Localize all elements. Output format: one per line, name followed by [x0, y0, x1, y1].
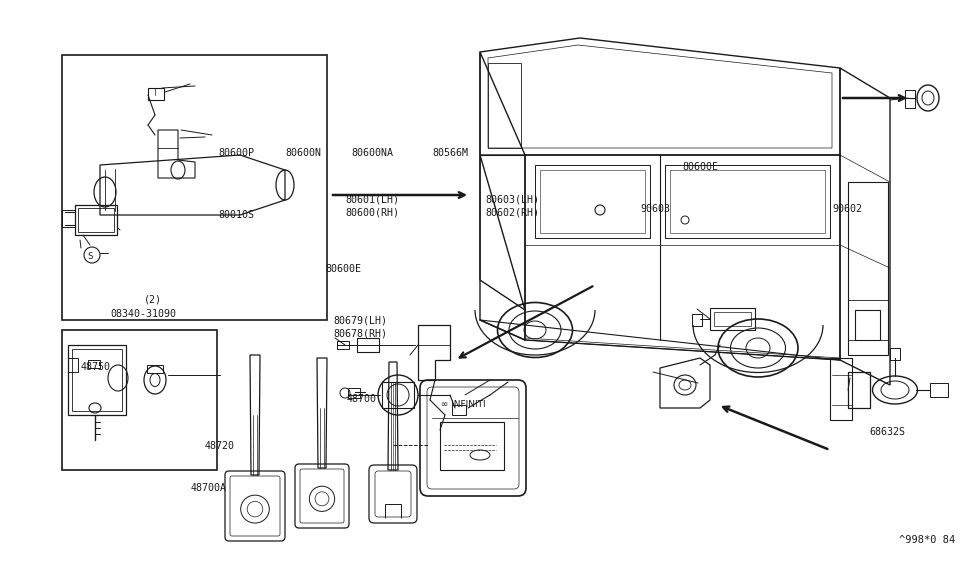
Bar	[68, 358, 78, 372]
Text: 80566M: 80566M	[432, 148, 468, 158]
Bar	[62, 330, 217, 470]
Text: 80600NA: 80600NA	[351, 148, 393, 158]
Text: 80678(RH): 80678(RH)	[333, 329, 387, 339]
Bar	[452, 405, 466, 415]
Text: (2): (2)	[144, 295, 162, 305]
Bar	[348, 388, 360, 398]
Text: 80600N: 80600N	[286, 148, 322, 158]
Text: 80602(RH): 80602(RH)	[486, 208, 539, 218]
Text: 48720: 48720	[205, 441, 235, 451]
Bar	[75, 205, 117, 235]
Bar	[72, 349, 122, 411]
Bar	[905, 90, 915, 108]
Text: 80603(LH): 80603(LH)	[486, 195, 539, 205]
Bar	[714, 312, 751, 326]
Text: 80679(LH): 80679(LH)	[333, 316, 387, 326]
Text: 80600E: 80600E	[682, 162, 719, 172]
Bar	[148, 88, 164, 100]
Bar	[890, 348, 900, 360]
Bar	[357, 338, 379, 352]
Bar	[855, 310, 880, 340]
Text: 80600P: 80600P	[218, 148, 254, 158]
Text: 80601(LH): 80601(LH)	[345, 195, 399, 205]
Text: 08340-31090: 08340-31090	[110, 309, 176, 319]
Bar	[62, 210, 75, 227]
Text: 68632S: 68632S	[870, 427, 906, 438]
Text: S: S	[87, 252, 93, 261]
Bar	[710, 308, 755, 330]
Bar	[68, 345, 126, 415]
Text: 48700: 48700	[346, 394, 376, 404]
Bar	[62, 55, 327, 320]
Text: 90602: 90602	[833, 204, 863, 215]
Bar	[147, 365, 163, 373]
Bar	[440, 422, 504, 470]
Text: 90603: 90603	[641, 204, 671, 215]
Text: ^998*0 84: ^998*0 84	[899, 535, 955, 545]
Bar	[88, 360, 100, 368]
Text: 80600(RH): 80600(RH)	[345, 208, 399, 218]
Bar	[692, 314, 702, 326]
Bar	[337, 341, 349, 349]
Bar	[78, 208, 114, 232]
Text: 80600E: 80600E	[326, 264, 362, 275]
Text: 48750: 48750	[81, 362, 111, 372]
Bar	[382, 382, 414, 408]
Text: 48700A: 48700A	[190, 483, 226, 493]
Text: ∞ INFINITI: ∞ INFINITI	[435, 400, 486, 409]
Text: 80010S: 80010S	[218, 210, 254, 220]
